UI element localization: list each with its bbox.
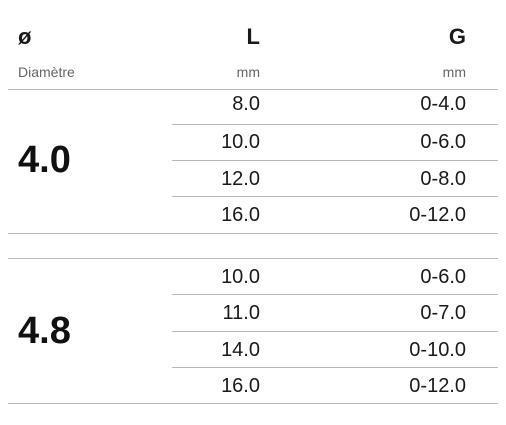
grip-cell: 0-8.0 — [420, 168, 466, 190]
row-divider — [172, 160, 498, 161]
length-cell: 12.0 — [221, 168, 260, 190]
group-divider — [8, 258, 498, 259]
row-divider — [172, 367, 498, 368]
grip-cell: 0-4.0 — [420, 93, 466, 115]
table-bottom-divider — [8, 403, 498, 404]
length-cell: 8.0 — [232, 93, 260, 115]
grip-cell: 0-12.0 — [409, 204, 466, 226]
grip-cell: 0-10.0 — [409, 339, 466, 361]
grip-unit: mm — [442, 64, 466, 80]
diameter-label: Diamètre — [18, 64, 75, 80]
header-divider — [8, 89, 498, 90]
row-divider — [172, 124, 498, 125]
length-unit: mm — [236, 64, 260, 80]
length-cell: 16.0 — [221, 204, 260, 226]
group-diameter: 4.8 — [18, 310, 71, 352]
grip-header: G — [448, 24, 466, 49]
group-divider — [8, 233, 498, 234]
grip-cell: 0-6.0 — [420, 131, 466, 153]
length-cell: 11.0 — [222, 302, 260, 324]
group-diameter: 4.0 — [18, 139, 71, 181]
length-cell: 10.0 — [221, 266, 260, 288]
length-cell: 16.0 — [221, 375, 260, 397]
grip-cell: 0-12.0 — [409, 375, 466, 397]
length-cell: 10.0 — [221, 131, 260, 153]
row-divider — [172, 331, 498, 332]
grip-cell: 0-6.0 — [420, 266, 466, 288]
diameter-symbol-header: ø — [18, 24, 32, 49]
row-divider — [172, 196, 498, 197]
row-divider — [172, 294, 498, 295]
length-header: L — [246, 24, 260, 49]
grip-cell: 0-7.0 — [420, 302, 466, 324]
length-cell: 14.0 — [221, 339, 260, 361]
